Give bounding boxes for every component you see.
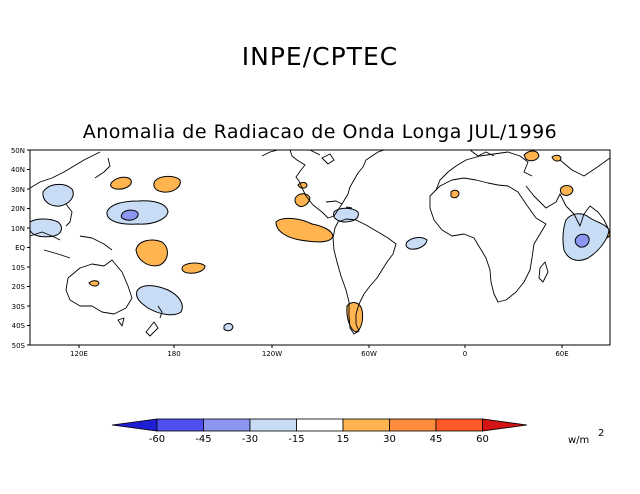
madagascar-outline	[538, 261, 549, 283]
lat-label: 10S	[12, 264, 26, 272]
central-asia-coast	[559, 157, 610, 177]
colorbar-label: -60	[149, 434, 165, 445]
colorbar-segment	[249, 418, 297, 432]
colorbar-arrow-left	[111, 418, 158, 432]
alaska-coast	[261, 150, 279, 157]
color-bar: -60 -45 -30 -15 15 30 45 60	[111, 418, 528, 445]
colorbar-label: -45	[195, 434, 211, 445]
australia-coast	[65, 259, 133, 315]
scandinavia-coast	[469, 150, 495, 157]
south-america-coast	[332, 218, 397, 335]
arctic-coast	[309, 150, 321, 156]
lat-label: 10N	[11, 225, 25, 233]
positive-anomaly-patches	[88, 150, 610, 333]
colorbar-label: 45	[430, 434, 443, 445]
colorbar-segment	[296, 418, 344, 432]
lat-label: 50N	[11, 147, 25, 155]
coastlines	[30, 150, 610, 337]
lon-label: 180	[167, 350, 180, 358]
new-zealand-south-outline	[145, 321, 159, 337]
tasmania-outline	[117, 317, 125, 327]
map-title: Anomalia de Radiacao de Onda Longa JUL/1…	[82, 121, 558, 143]
lat-label: 40S	[12, 322, 26, 330]
lon-label: 120E	[70, 350, 88, 358]
lat-label: 20S	[12, 283, 26, 291]
colorbar-label: -30	[242, 434, 258, 445]
colorbar-label: -15	[288, 434, 304, 445]
units-text: w/m	[568, 435, 589, 446]
lat-label: 30S	[12, 303, 26, 311]
units-exponent: 2	[598, 428, 604, 439]
north-america-coast	[289, 150, 385, 219]
new-guinea-outline	[79, 235, 113, 251]
japan-outline	[94, 157, 111, 179]
colorbar-segment	[342, 418, 390, 432]
europe-coast	[435, 151, 533, 191]
lon-label: 0	[463, 350, 467, 358]
philippines-outline	[65, 203, 73, 227]
lon-label: 60W	[361, 350, 377, 358]
borneo-outline	[30, 231, 61, 241]
colorbar-arrow-right	[482, 418, 528, 432]
latitude-axis: 50N 40N 30N 20N 10N EQ 10S 20S 30S 40S 5…	[11, 147, 30, 350]
colorbar-label: 15	[337, 434, 350, 445]
lon-label: 120W	[262, 350, 282, 358]
colorbar-segment	[203, 418, 251, 432]
lon-ticks	[78, 345, 563, 348]
colorbar-segment	[389, 418, 437, 432]
lat-label: 50S	[12, 342, 26, 350]
longitude-axis: 120E 180 120W 60W 0 60E	[70, 345, 569, 358]
header-title: INPE/CPTEC	[241, 42, 399, 71]
east-asia-coast	[30, 151, 101, 189]
hispaniola-outline	[345, 206, 353, 209]
colorbar-segment	[435, 418, 483, 432]
south-asia-coast	[525, 185, 609, 229]
map-content	[30, 150, 610, 337]
colorbar-label: 30	[383, 434, 396, 445]
java-outline	[43, 249, 71, 259]
lat-label: 30N	[11, 186, 25, 194]
lat-ticks	[27, 149, 30, 346]
lon-label: 60E	[555, 350, 568, 358]
hudson-coast	[321, 153, 335, 165]
lat-label: 20N	[11, 205, 25, 213]
colorbar-label: 60	[476, 434, 489, 445]
lat-label: EQ	[15, 244, 25, 252]
new-zealand-outline	[157, 305, 163, 319]
units-label: w/m 2	[568, 428, 604, 446]
lat-label: 40N	[11, 166, 25, 174]
cuba-outline	[325, 200, 343, 205]
africa-coast	[429, 177, 547, 303]
colorbar-segment	[156, 418, 204, 432]
strong-negative-cores	[120, 209, 590, 248]
